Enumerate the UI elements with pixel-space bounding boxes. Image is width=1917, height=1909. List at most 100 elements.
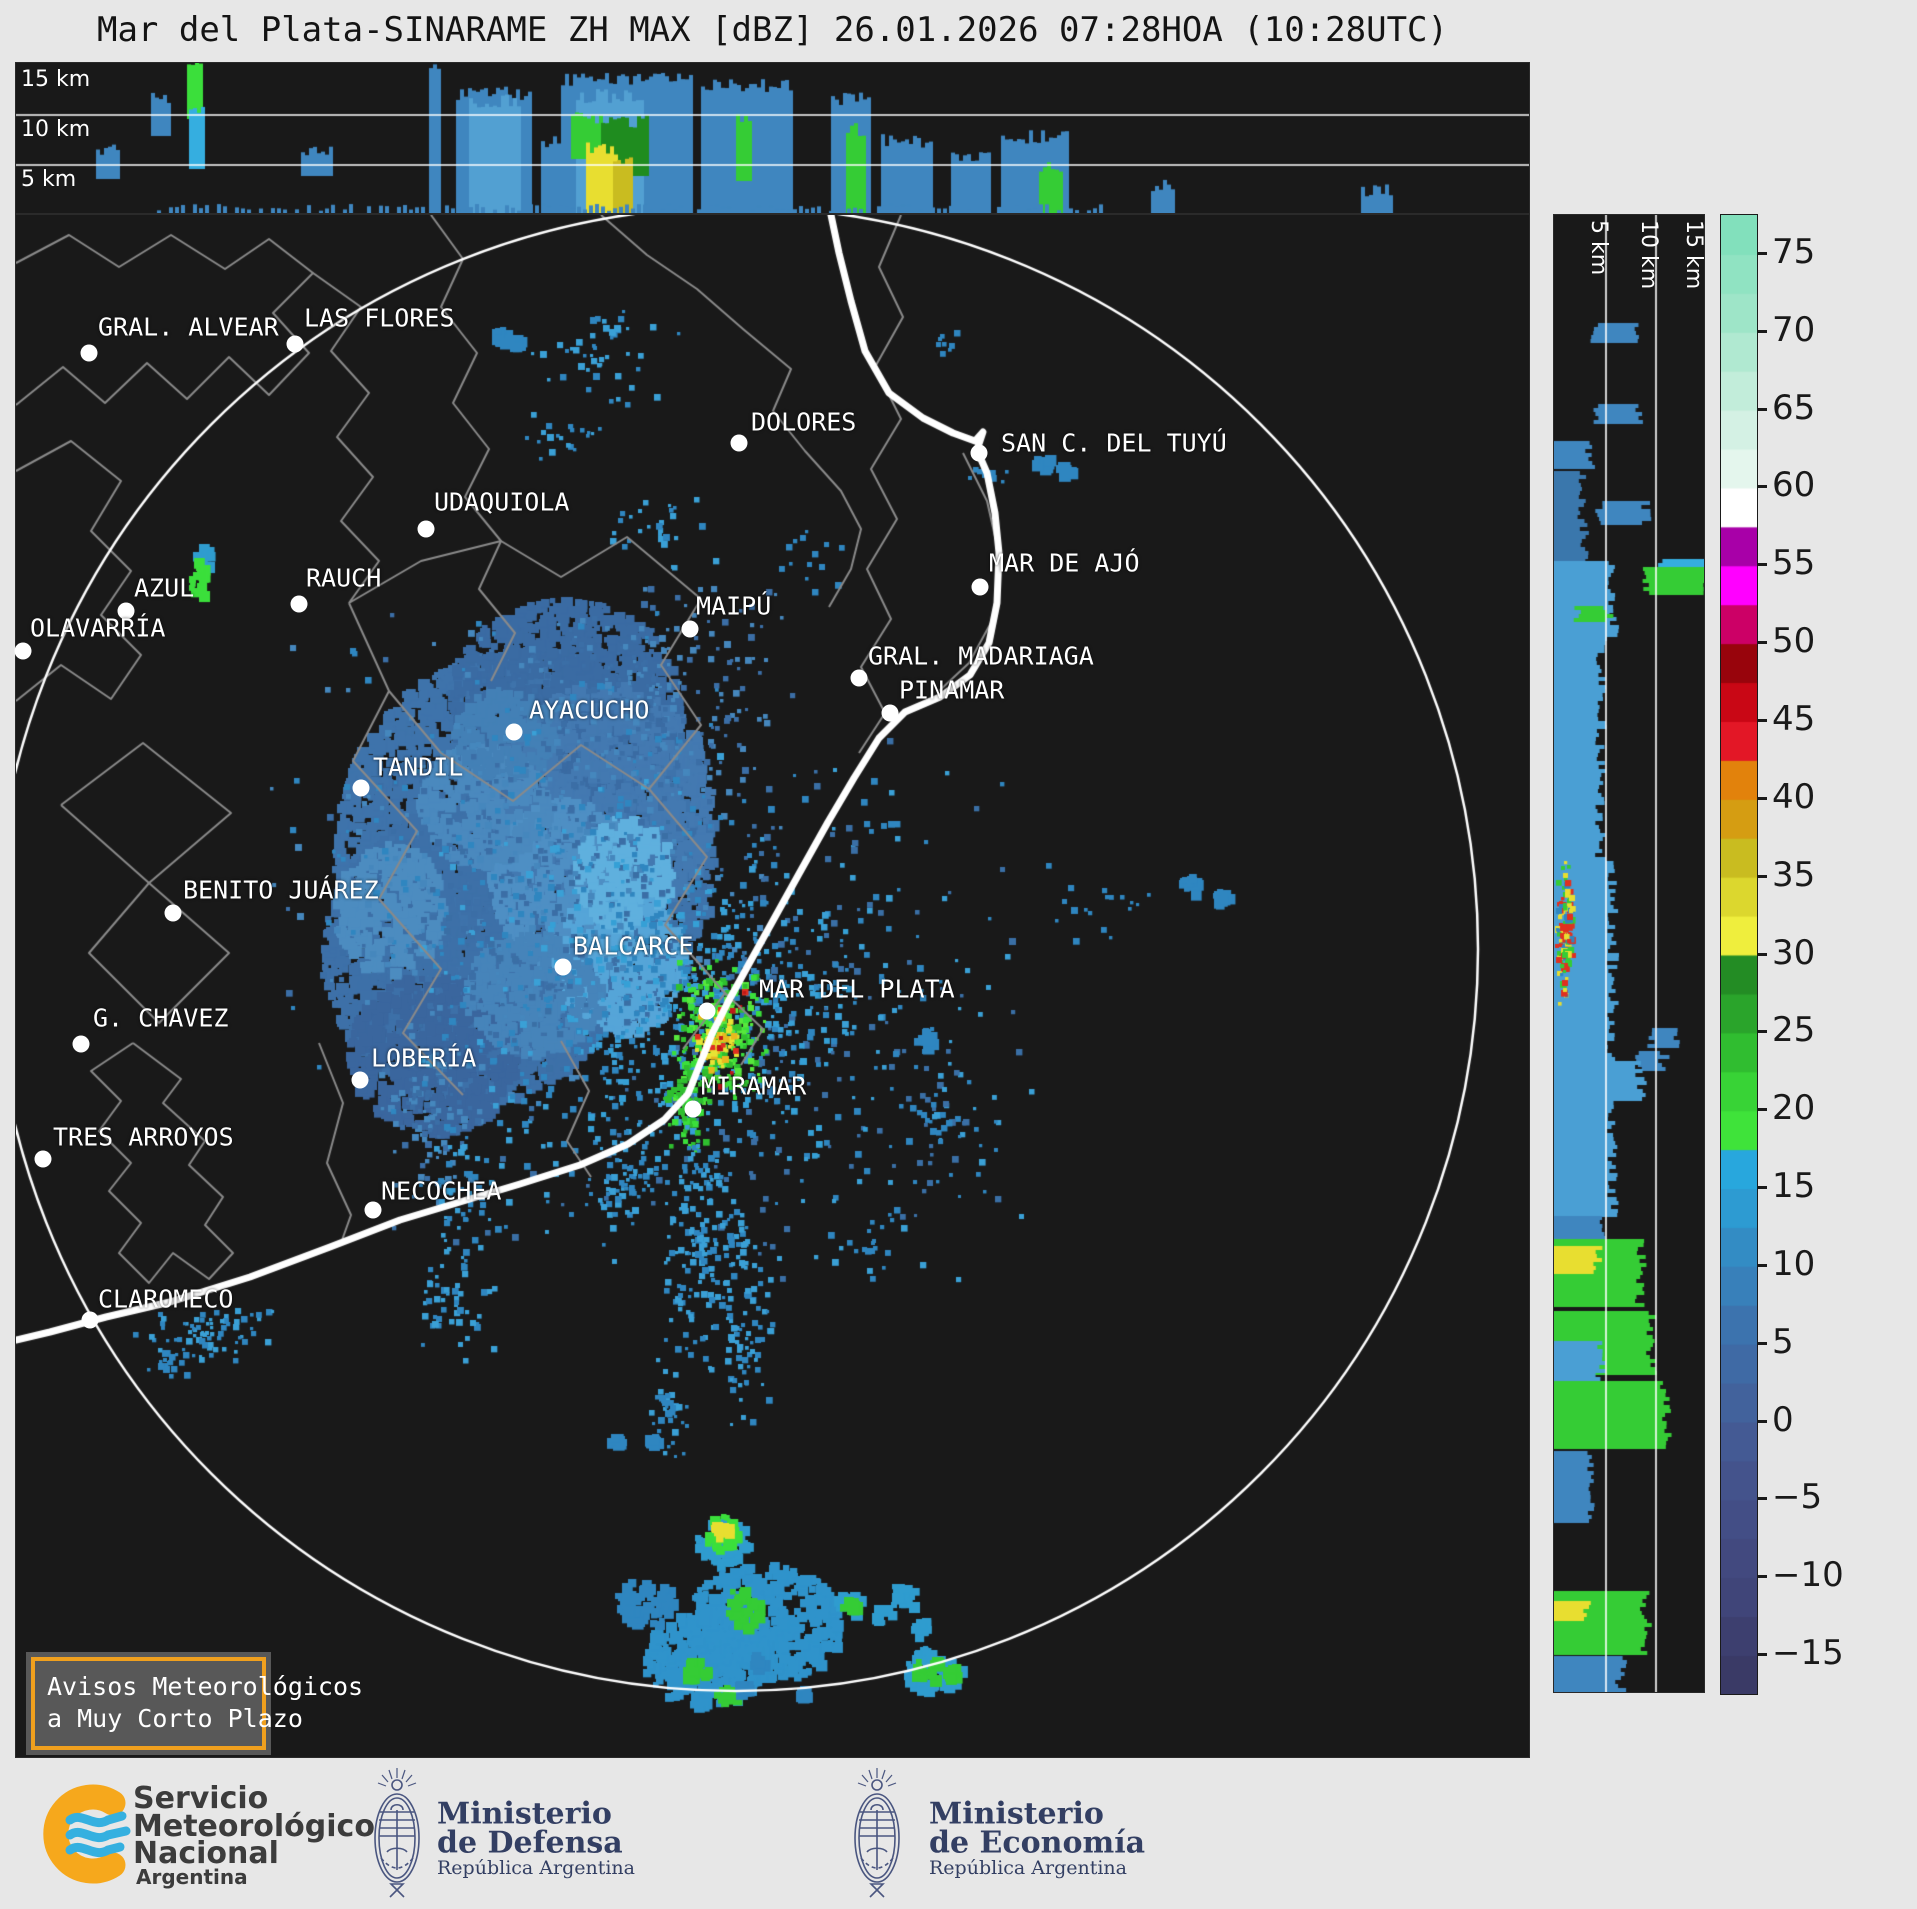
defensa-line1: Ministerio [437, 1796, 612, 1832]
smn-name-line2: Meteorológico [133, 1809, 375, 1844]
colorbar-tick-label: 30 [1772, 932, 1816, 973]
city-label: AYACUCHO [529, 695, 650, 725]
city-label: BENITO JUÁREZ [183, 875, 379, 905]
city-dot [81, 1311, 99, 1329]
city-label: RAUCH [306, 563, 382, 593]
colorbar-tick [1757, 485, 1767, 489]
right-cross-section-canvas [1554, 215, 1704, 1692]
colorbar-tick-label: 40 [1772, 777, 1816, 818]
city-label: GRAL. ALVEAR [98, 312, 279, 342]
economia-line2: de Economía [929, 1825, 1146, 1861]
colorbar-tick [1757, 718, 1767, 722]
city-label: MAR DEL PLATA [759, 974, 955, 1004]
top-height-label-15km: 15 km [21, 67, 91, 92]
city-label: SAN C. DEL TUYÚ [1001, 428, 1227, 458]
colorbar-tick [1757, 1108, 1767, 1112]
city-dot [14, 642, 32, 660]
top-cross-section-panel: 15 km 10 km 5 km [15, 62, 1530, 214]
city-dot [80, 344, 98, 362]
city-dot [971, 578, 989, 596]
dbz-colorbar [1720, 214, 1758, 1695]
city-dot [850, 669, 868, 687]
colorbar-tick-label: 20 [1772, 1088, 1816, 1129]
smn-name-line1: Servicio [133, 1781, 269, 1816]
city-dot [164, 904, 182, 922]
city-dot [684, 1100, 702, 1118]
colorbar-tick [1757, 796, 1767, 800]
city-dot [286, 335, 304, 353]
warning-box-border: Avisos Meteorológicos a Muy Corto Plazo [31, 1657, 364, 1750]
colorbar-tick [1757, 1030, 1767, 1034]
right-cross-section-panel: 5 km 10 km 15 km [1553, 214, 1706, 1693]
city-label: MAR DE AJÓ [989, 548, 1140, 578]
colorbar-tick [1757, 329, 1767, 333]
colorbar-tick [1757, 874, 1767, 878]
colorbar-tick-label: 65 [1772, 387, 1816, 428]
city-dot [34, 1150, 52, 1168]
city-dot [681, 620, 699, 638]
economia-crest-icon [854, 1768, 900, 1898]
city-label: PINAMAR [899, 675, 1005, 705]
colorbar-tick [1757, 251, 1767, 255]
city-label: LOBERÍA [371, 1043, 477, 1073]
defensa-line2: de Defensa [437, 1825, 623, 1861]
city-label: UDAQUIOLA [434, 487, 570, 517]
city-label: LAS FLORES [304, 303, 455, 333]
colorbar-tick-label: 35 [1772, 854, 1816, 895]
footer: Servicio Meteorológico Nacional Argentin… [0, 1758, 1917, 1909]
page-title: Mar del Plata-SINARAME ZH MAX [dBZ] 26.0… [96, 10, 1448, 50]
colorbar-tick-label: 75 [1772, 232, 1816, 273]
colorbar-tick-label: 45 [1772, 699, 1816, 740]
city-label: MAIPÚ [696, 591, 772, 621]
colorbar-tick-label: −5 [1772, 1477, 1823, 1518]
city-dot [970, 444, 988, 462]
city-label: MIRAMAR [701, 1071, 807, 1101]
colorbar-tick [1757, 1341, 1767, 1345]
city-label: TANDIL [373, 752, 464, 782]
colorbar-tick [1757, 563, 1767, 567]
radar-map-panel: GRAL. ALVEAR LAS FLORES DOLORES SAN C. DEL … [14, 214, 1530, 1758]
colorbar-tick-label: 55 [1772, 543, 1816, 584]
warning-line-1: Avisos Meteorológicos [47, 1672, 364, 1701]
defensa-crest-icon [374, 1768, 420, 1898]
city-label: AZUL [134, 573, 195, 603]
city-label: BALCARCE [573, 931, 694, 961]
colorbar-tick [1757, 407, 1767, 411]
economia-line1: Ministerio [929, 1796, 1104, 1832]
right-height-label-10km: 10 km [1636, 220, 1661, 290]
radar-map-canvas [16, 215, 1529, 1757]
economia-line3: República Argentina [929, 1857, 1127, 1879]
city-dot [698, 1002, 716, 1020]
city-dot [730, 434, 748, 452]
colorbar-tick-label: 60 [1772, 465, 1816, 506]
right-height-label-5km: 5 km [1586, 220, 1611, 276]
colorbar-tick [1757, 1653, 1767, 1657]
city-label: GRAL. MADARIAGA [868, 641, 1094, 671]
city-dot [117, 602, 135, 620]
smn-logo-icon [43, 1784, 131, 1884]
city-dot [881, 704, 899, 722]
warning-line-2: a Muy Corto Plazo [47, 1704, 303, 1733]
colorbar-tick-label: 70 [1772, 309, 1816, 350]
city-label: CLAROMECO [98, 1284, 234, 1314]
warning-box[interactable]: Avisos Meteorológicos a Muy Corto Plazo [26, 1652, 364, 1755]
colorbar-tick [1757, 952, 1767, 956]
city-dot [351, 1071, 369, 1089]
smn-country-label: Argentina [136, 1865, 248, 1889]
colorbar-tick-label: 10 [1772, 1244, 1816, 1285]
defensa-line3: República Argentina [437, 1857, 635, 1879]
top-cross-section-canvas [16, 63, 1529, 213]
colorbar-tick [1757, 1263, 1767, 1267]
top-height-label-5km: 5 km [21, 167, 77, 192]
colorbar-tick-label: −15 [1772, 1633, 1844, 1674]
colorbar-tick-label: 25 [1772, 1010, 1816, 1051]
city-dot [352, 779, 370, 797]
colorbar-tick-label: −10 [1772, 1555, 1844, 1596]
colorbar-tick [1757, 1419, 1767, 1423]
city-label: TRES ARROYOS [53, 1122, 234, 1152]
colorbar-tick [1757, 1497, 1767, 1501]
colorbar-tick [1757, 1575, 1767, 1579]
city-dot [554, 958, 572, 976]
city-dot [364, 1201, 382, 1219]
